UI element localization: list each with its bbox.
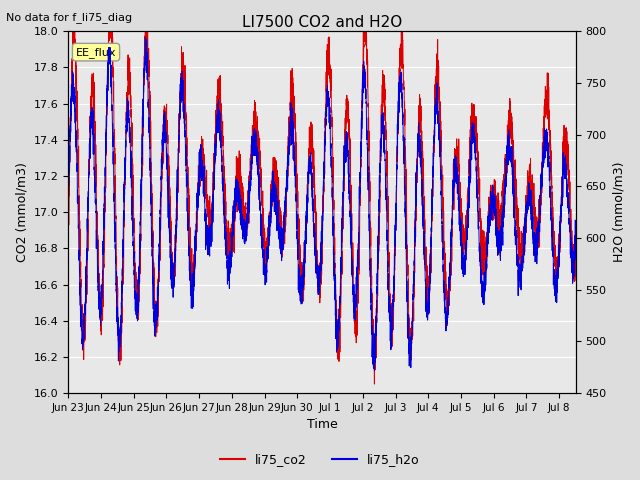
X-axis label: Time: Time <box>307 419 337 432</box>
Text: No data for f_li75_diag: No data for f_li75_diag <box>6 12 132 23</box>
Y-axis label: CO2 (mmol/m3): CO2 (mmol/m3) <box>15 162 28 262</box>
Title: LI7500 CO2 and H2O: LI7500 CO2 and H2O <box>242 15 402 30</box>
Y-axis label: H2O (mmol/m3): H2O (mmol/m3) <box>612 162 625 263</box>
Legend: li75_co2, li75_h2o: li75_co2, li75_h2o <box>215 448 425 471</box>
Text: EE_flux: EE_flux <box>76 47 116 58</box>
